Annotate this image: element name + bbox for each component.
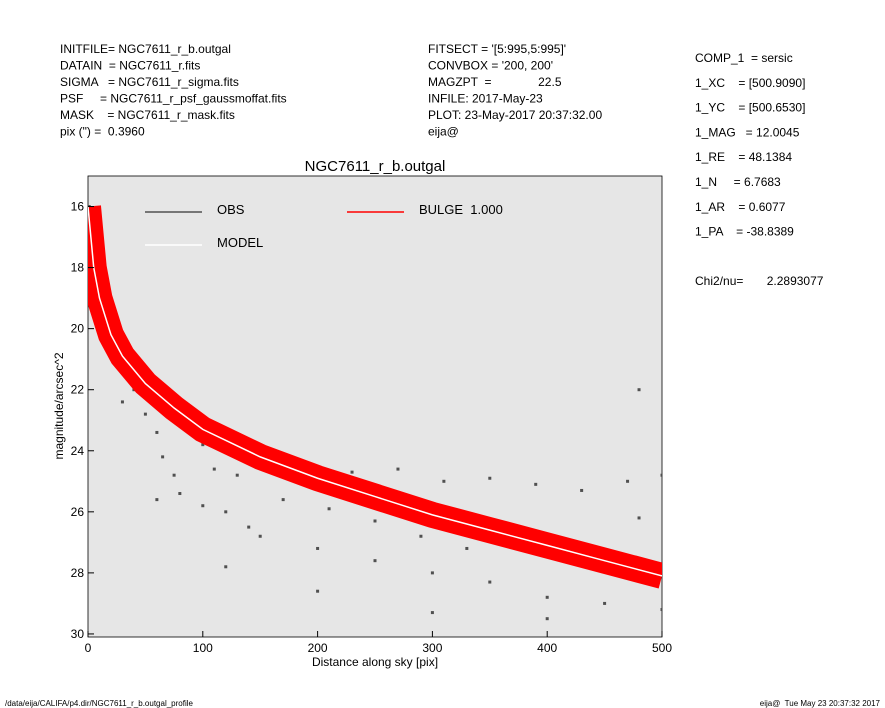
header-right: 1_PA = -38.8389 bbox=[695, 225, 794, 239]
header-right: 1_RE = 48.1384 bbox=[695, 150, 792, 164]
data-point bbox=[545, 617, 549, 621]
data-point bbox=[155, 430, 159, 434]
data-point bbox=[143, 412, 147, 416]
header-right: 1_XC = [500.9090] bbox=[695, 76, 805, 90]
header-right: 1_MAG = 12.0045 bbox=[695, 125, 800, 139]
plot-marks bbox=[88, 205, 662, 621]
data-point bbox=[247, 525, 251, 529]
y-axis-label: magnitude/arcsec^2 bbox=[52, 352, 66, 459]
data-point bbox=[534, 482, 538, 486]
data-point bbox=[637, 388, 641, 392]
header-left: MASK = NGC7611_r_mask.fits bbox=[60, 108, 235, 122]
data-point bbox=[660, 473, 662, 477]
data-point bbox=[224, 510, 228, 514]
data-point bbox=[488, 476, 492, 480]
x-tick-label: 0 bbox=[85, 641, 92, 655]
header-middle: CONVBOX = '200, 200' bbox=[428, 59, 553, 73]
legend-label: OBS bbox=[217, 202, 245, 217]
header-middle: PLOT: 23-May-2017 20:37:32.00 bbox=[428, 108, 602, 122]
chart-title: NGC7611_r_b.outgal bbox=[305, 158, 446, 175]
header-middle: eija@ bbox=[428, 125, 459, 139]
data-point bbox=[224, 565, 228, 569]
x-tick-label: 200 bbox=[308, 641, 328, 655]
y-tick-label: 22 bbox=[71, 383, 85, 397]
header-left: SIGMA = NGC7611_r_sigma.fits bbox=[60, 75, 239, 89]
data-point bbox=[258, 534, 262, 538]
data-point bbox=[545, 595, 549, 599]
data-point bbox=[396, 467, 400, 471]
footer-path: /data/eija/CALIFA/p4.dir/NGC7611_r_b.out… bbox=[5, 699, 194, 708]
x-tick-label: 400 bbox=[537, 641, 557, 655]
data-point bbox=[316, 589, 320, 593]
data-point bbox=[201, 443, 205, 447]
header-right: 1_YC = [500.6530] bbox=[695, 101, 805, 115]
data-point bbox=[442, 479, 446, 483]
header-left: DATAIN = NGC7611_r.fits bbox=[60, 59, 200, 73]
data-point bbox=[626, 479, 630, 483]
header-middle: FITSECT = '[5:995,5:995]' bbox=[428, 42, 566, 56]
y-tick-label: 18 bbox=[71, 261, 85, 275]
data-line bbox=[88, 206, 662, 577]
data-point bbox=[178, 492, 182, 496]
header-left: INITFILE= NGC7611_r_b.outgal bbox=[60, 42, 231, 56]
header-right: 1_AR = 0.6077 bbox=[695, 200, 786, 214]
chi2: Chi2/nu= 2.2893077 bbox=[695, 274, 824, 288]
data-point bbox=[327, 507, 331, 511]
x-tick-label: 100 bbox=[193, 641, 213, 655]
data-point bbox=[281, 498, 285, 502]
x-axis-label: Distance along sky [pix] bbox=[312, 655, 438, 669]
header-middle: MAGZPT = 22.5 bbox=[428, 75, 562, 89]
data-point bbox=[603, 601, 607, 605]
data-point bbox=[430, 611, 434, 615]
legend-label: BULGE 1.000 bbox=[419, 202, 503, 217]
x-tick-label: 500 bbox=[652, 641, 672, 655]
data-point bbox=[373, 519, 377, 523]
y-tick-label: 20 bbox=[71, 322, 85, 336]
y-tick-label: 24 bbox=[71, 444, 85, 458]
data-point bbox=[580, 488, 584, 492]
header-left: pix (") = 0.3960 bbox=[60, 125, 145, 139]
x-tick-label: 300 bbox=[422, 641, 442, 655]
data-point bbox=[373, 559, 377, 563]
data-point bbox=[488, 580, 492, 584]
data-point bbox=[235, 473, 239, 477]
footer-stamp: eija@ Tue May 23 20:37:32 2017 bbox=[760, 699, 881, 708]
header-middle: INFILE: 2017-May-23 bbox=[428, 92, 543, 106]
y-tick-label: 26 bbox=[71, 505, 85, 519]
data-point bbox=[172, 473, 176, 477]
header-right: 1_N = 6.7683 bbox=[695, 175, 781, 189]
data-point bbox=[350, 470, 354, 474]
data-point bbox=[201, 504, 205, 508]
data-point bbox=[155, 498, 159, 502]
data-point bbox=[419, 534, 423, 538]
y-tick-label: 28 bbox=[71, 566, 85, 580]
data-point bbox=[316, 546, 320, 550]
data-point bbox=[465, 546, 469, 550]
y-tick-label: 16 bbox=[71, 200, 85, 214]
data-point bbox=[212, 467, 216, 471]
data-point bbox=[120, 400, 124, 404]
legend-label: MODEL bbox=[217, 235, 263, 250]
data-point bbox=[660, 608, 662, 612]
data-point bbox=[430, 571, 434, 575]
header-right: COMP_1 = sersic bbox=[695, 51, 793, 65]
data-point bbox=[637, 516, 641, 520]
header-left: PSF = NGC7611_r_psf_gaussmoffat.fits bbox=[60, 92, 287, 106]
y-tick-label: 30 bbox=[71, 627, 85, 641]
data-point bbox=[161, 455, 165, 459]
